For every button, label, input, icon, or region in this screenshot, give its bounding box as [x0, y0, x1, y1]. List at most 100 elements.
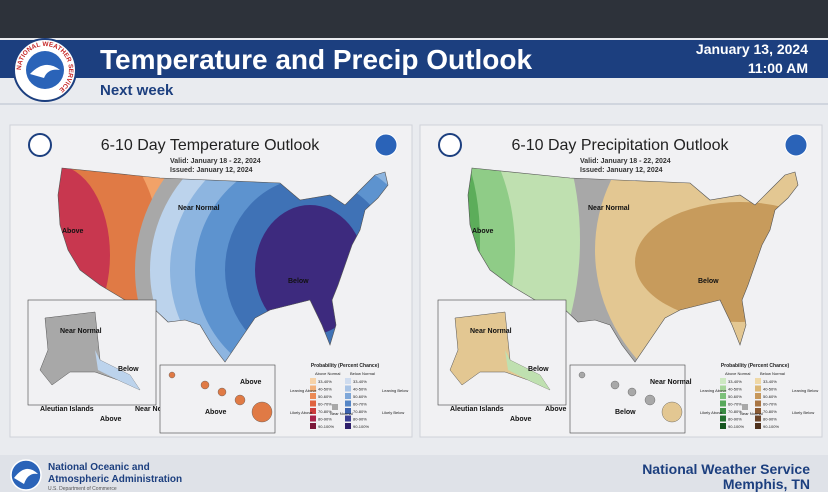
map-label: Below	[288, 278, 309, 285]
map-label: Below	[698, 278, 719, 285]
issued: Issued: January 12, 2024	[580, 167, 663, 174]
legend-swatch	[310, 408, 316, 414]
subtitle: Next week	[100, 82, 174, 99]
hawaii-island	[251, 401, 273, 423]
outlook-panel: 6-10 Day Precipitation Outlook Valid: Jan…	[419, 124, 823, 438]
legend-swatch	[755, 408, 761, 414]
legend-swatch	[345, 385, 351, 392]
map-label: Aleutian Islands	[40, 406, 94, 413]
legend-category: Leaning Above	[700, 388, 727, 393]
legend-range: 33-40%	[353, 379, 367, 384]
legend-category: Near Normal	[740, 411, 763, 416]
map-label: Near Normal	[178, 205, 220, 212]
legend-swatch	[755, 378, 761, 384]
panel-title: 6-10 Day Temperature Outlook	[101, 137, 320, 154]
legend-range: 90-100%	[728, 424, 744, 429]
legend-heading: Below Normal	[760, 371, 785, 376]
hawaii-inset	[569, 364, 686, 434]
legend-swatch	[755, 423, 761, 429]
legend-range: 50-60%	[728, 394, 742, 399]
legend-heading: Below Normal	[350, 371, 375, 376]
top-bar	[0, 0, 828, 38]
legend-title: Probability (Percent Chance)	[311, 363, 380, 369]
legend-title: Probability (Percent Chance)	[721, 363, 790, 369]
footer-agency-2: Atmospheric Administration	[48, 474, 182, 485]
legend-category: Leaning Above	[290, 388, 317, 393]
nws-logo-bird	[30, 64, 60, 78]
legend-swatch	[345, 378, 351, 384]
alaska-south	[505, 350, 550, 390]
map-label: Above	[472, 228, 494, 235]
legend-range: 60-70%	[728, 402, 742, 407]
legend-category: Leaning Below	[792, 388, 818, 393]
legend-category: Leaning Below	[382, 388, 408, 393]
legend-range: 40-50%	[318, 387, 332, 392]
legend-range: 90-100%	[763, 424, 779, 429]
legend-swatch	[310, 400, 316, 407]
map-label: Aleutian Islands	[450, 406, 504, 413]
legend-swatch	[310, 423, 316, 429]
footer-office: National Weather Service	[642, 461, 810, 477]
legend-swatch	[310, 415, 316, 422]
legend-range: 60-70%	[318, 402, 332, 407]
legend-swatch	[720, 400, 726, 407]
valid: Valid: January 18 - 22, 2024	[170, 158, 261, 165]
map-label: Above	[510, 416, 532, 423]
legend-range: 33-40%	[728, 379, 742, 384]
map-label: Near Normal	[650, 379, 692, 386]
hawaii-island	[234, 394, 246, 406]
map-label: Below	[528, 366, 549, 373]
time: 11:00 AM	[748, 60, 808, 76]
hawaii-island	[644, 394, 656, 406]
legend-swatch	[720, 415, 726, 422]
legend-swatch	[310, 385, 316, 392]
legend-swatch	[345, 400, 351, 407]
footer-bar	[0, 455, 828, 492]
hawaii-island	[217, 387, 227, 397]
title: Temperature and Precip Outlook	[100, 44, 532, 75]
map-label: Near Normal	[588, 205, 630, 212]
hawaii-island	[200, 380, 210, 390]
legend-swatch	[755, 385, 761, 392]
legend-swatch	[720, 393, 726, 399]
map-label: Above	[545, 406, 567, 413]
map-label: Near Normal	[135, 406, 177, 413]
map-label: Below	[615, 409, 636, 416]
legend-range: 50-60%	[318, 394, 332, 399]
title-bar	[0, 40, 828, 78]
map-label: Above	[100, 416, 122, 423]
legend-range: 50-60%	[763, 394, 777, 399]
footer-location: Memphis, TN	[723, 476, 810, 492]
legend-range: 80-90%	[763, 417, 777, 422]
panel-title: 6-10 Day Precipitation Outlook	[512, 137, 730, 154]
legend-swatch	[755, 393, 761, 399]
legend-swatch	[755, 415, 761, 422]
hawaii-inset	[159, 364, 276, 434]
map-label: Above	[62, 228, 84, 235]
legend-range: 70-80%	[318, 409, 332, 414]
legend-swatch	[742, 404, 748, 410]
noaa-logo-bird	[14, 468, 38, 484]
legend-range: 70-80%	[353, 409, 367, 414]
panels: 6-10 Day Temperature Outlook Valid: Janua…	[9, 124, 823, 438]
hawaii-island	[168, 371, 176, 379]
doc-seal	[438, 133, 462, 157]
legend-category: Likely Below	[382, 410, 404, 415]
noaa-seal	[374, 133, 398, 157]
date: January 13, 2024	[696, 41, 808, 57]
legend-swatch	[345, 408, 351, 414]
hawaii-island	[578, 371, 586, 379]
legend-range: 40-50%	[353, 387, 367, 392]
hawaii-island	[610, 380, 620, 390]
issued: Issued: January 12, 2024	[170, 167, 253, 174]
map-label: Near Normal	[60, 328, 102, 335]
legend-range: 90-100%	[353, 424, 369, 429]
legend-range: 80-90%	[318, 417, 332, 422]
outlook-panel: 6-10 Day Temperature Outlook Valid: Janua…	[9, 124, 413, 438]
legend-heading: Above Normal	[315, 371, 340, 376]
legend-category: Near Normal	[330, 411, 353, 416]
legend-range: 70-80%	[763, 409, 777, 414]
legend-swatch	[720, 385, 726, 392]
valid: Valid: January 18 - 22, 2024	[580, 158, 671, 165]
